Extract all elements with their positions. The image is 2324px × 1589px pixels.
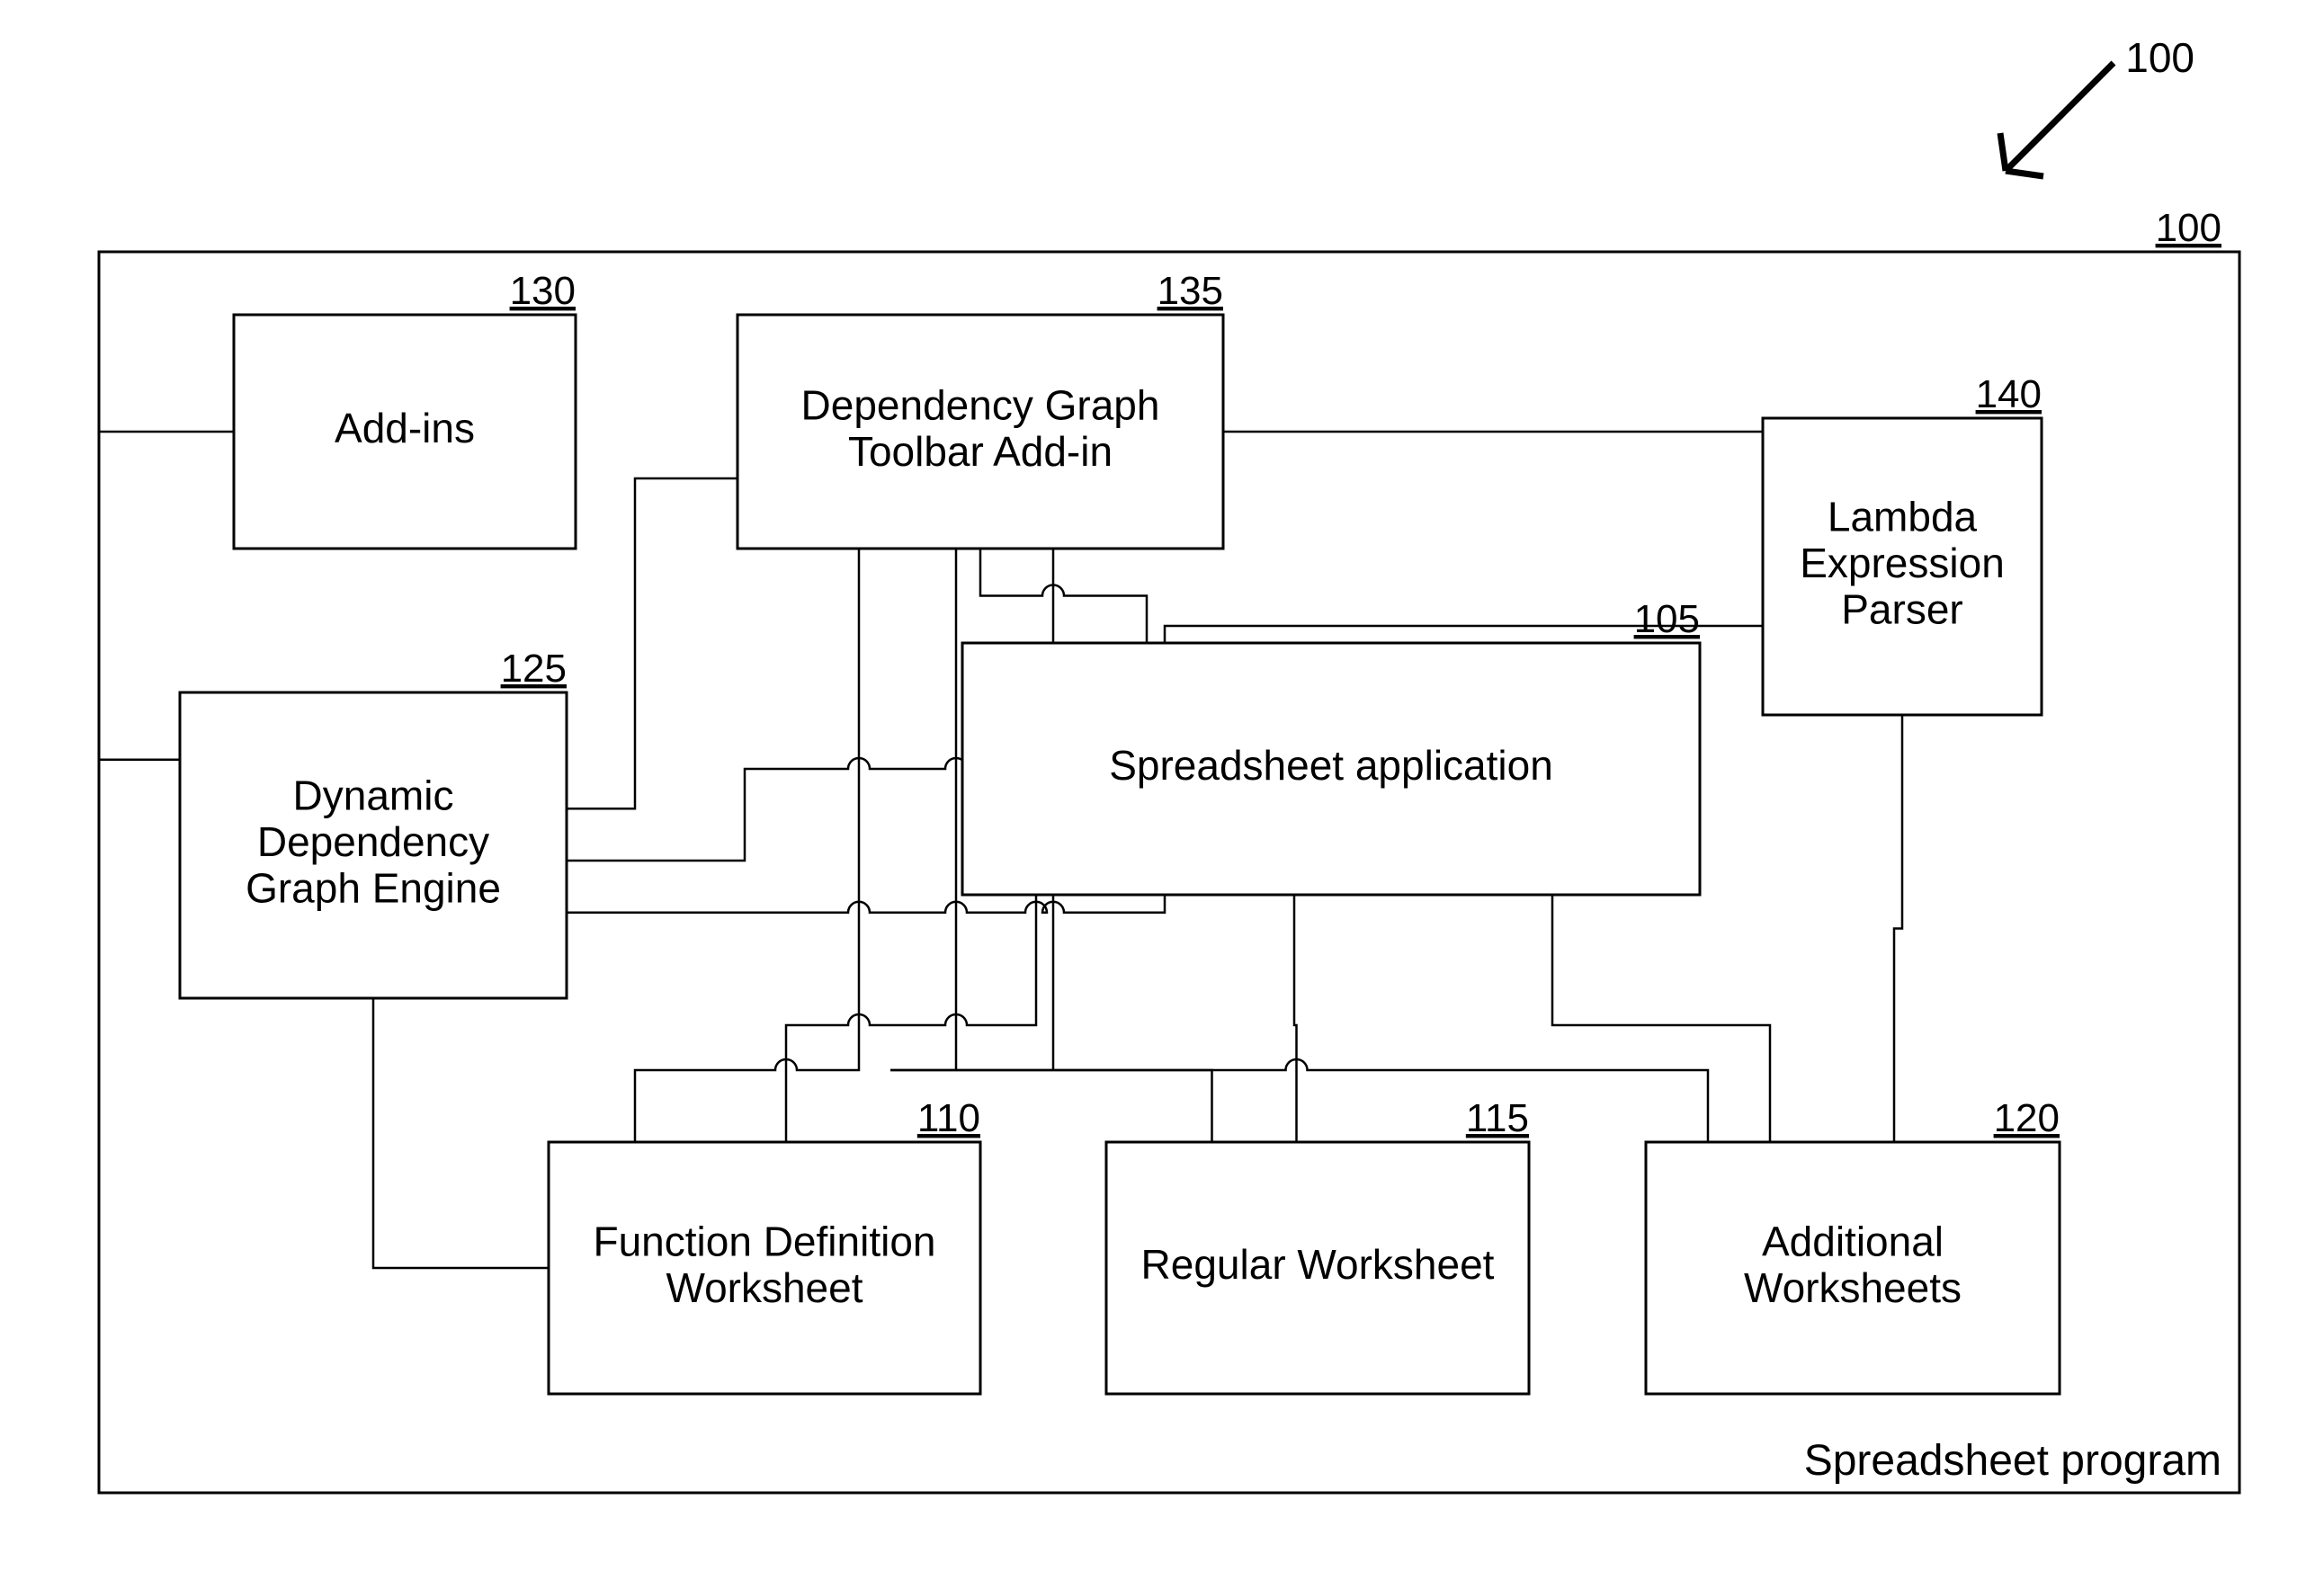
node-engine: 125 DynamicDependencyGraph Engine bbox=[180, 647, 567, 998]
node-fdef-label-1: Worksheet bbox=[666, 1264, 863, 1311]
node-app: 105 Spreadsheet application bbox=[962, 597, 1700, 895]
node-toolbar-ref: 135 bbox=[1158, 269, 1223, 313]
outer-ref: 100 bbox=[2156, 206, 2221, 250]
node-addins-ref: 130 bbox=[510, 269, 576, 313]
outer-caption: Spreadsheet program bbox=[1804, 1437, 2221, 1485]
node-lambda-label-0: Lambda bbox=[1828, 494, 1978, 540]
node-engine-label-2: Graph Engine bbox=[246, 865, 501, 912]
node-addl-ref: 120 bbox=[1994, 1096, 2060, 1140]
node-fdef-ref: 110 bbox=[917, 1096, 980, 1140]
node-lambda-label-2: Parser bbox=[1841, 586, 1962, 633]
node-addl: 120 AdditionalWorksheets bbox=[1646, 1096, 2060, 1394]
node-lambda-label-1: Expression bbox=[1800, 540, 2005, 586]
node-toolbar-label-0: Dependency Graph bbox=[801, 381, 1160, 428]
node-engine-ref: 125 bbox=[501, 647, 567, 691]
node-addl-label-0: Additional bbox=[1762, 1218, 1944, 1264]
node-addins: 130 Add-ins bbox=[234, 269, 576, 549]
node-fdef: 110 Function DefinitionWorksheet bbox=[549, 1096, 980, 1394]
figure-ref-arrow-label: 100 bbox=[2125, 34, 2194, 81]
node-lambda: 140 LambdaExpressionParser bbox=[1763, 372, 2042, 715]
node-engine-label-1: Dependency bbox=[257, 818, 489, 865]
node-regular-ref: 115 bbox=[1466, 1096, 1529, 1140]
node-engine-label-0: Dynamic bbox=[293, 772, 454, 819]
node-lambda-ref: 140 bbox=[1976, 372, 2042, 416]
nodes: 130 Add-ins 135 Dependency GraphToolbar Add… bbox=[180, 269, 2060, 1394]
node-app-ref: 105 bbox=[1634, 597, 1700, 641]
node-toolbar-label-1: Toolbar Add-in bbox=[848, 428, 1113, 475]
node-addins-label-0: Add-ins bbox=[335, 405, 475, 451]
node-app-label-0: Spreadsheet application bbox=[1109, 742, 1553, 789]
node-toolbar: 135 Dependency GraphToolbar Add-in bbox=[737, 269, 1223, 549]
node-regular-label-0: Regular Worksheet bbox=[1141, 1241, 1495, 1288]
node-fdef-label-0: Function Definition bbox=[594, 1218, 936, 1264]
node-addl-label-1: Worksheets bbox=[1744, 1264, 1962, 1311]
node-regular: 115 Regular Worksheet bbox=[1106, 1096, 1529, 1394]
